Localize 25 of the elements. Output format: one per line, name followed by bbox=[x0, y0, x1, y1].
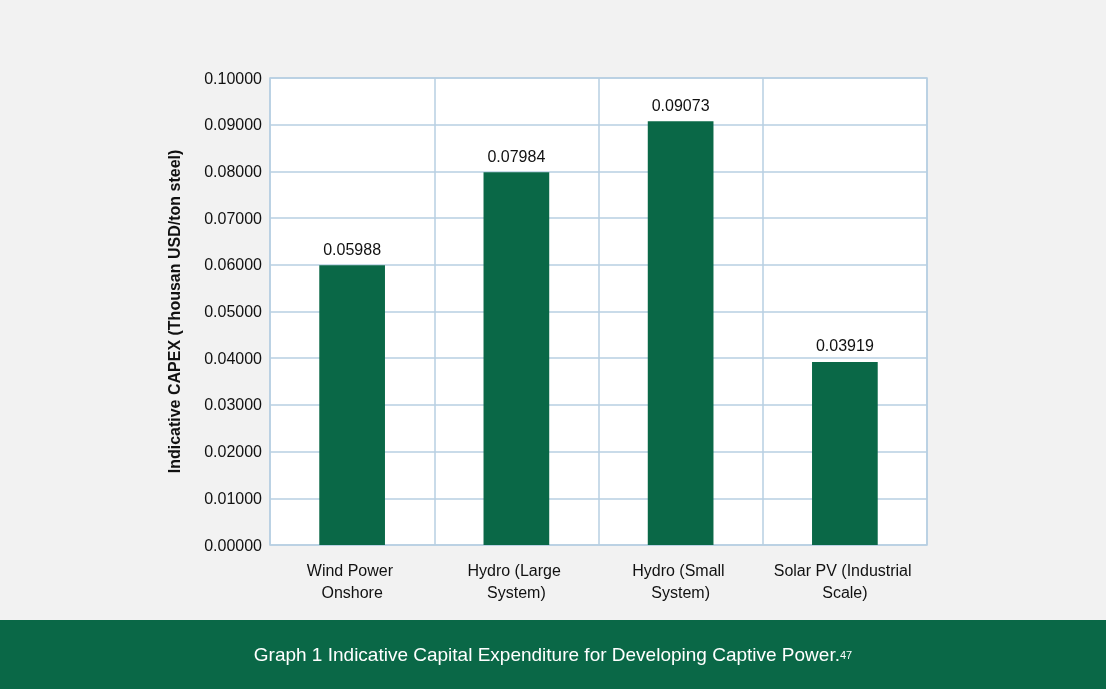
y-tick-label: 0.00000 bbox=[204, 536, 263, 554]
y-axis-title: Indicative CAPEX (Thousan USD/ton steel) bbox=[165, 149, 183, 474]
x-tick-label: Hydro (Small System) bbox=[632, 561, 730, 601]
bar bbox=[647, 121, 714, 545]
y-tick-label: 0.08000 bbox=[204, 162, 263, 180]
x-tick-label: Hydro (Large System) bbox=[467, 561, 566, 601]
y-tick-label: 0.09000 bbox=[204, 116, 263, 134]
y-tick-label: 0.04000 bbox=[204, 349, 263, 367]
y-tick-label: 0.07000 bbox=[204, 209, 263, 227]
y-tick-label: 0.10000 bbox=[204, 69, 263, 87]
y-tick-label: 0.06000 bbox=[204, 256, 263, 274]
x-tick-label: Wind Power Onshore bbox=[306, 561, 398, 601]
data-label: 0.05988 bbox=[323, 240, 382, 258]
y-tick-label: 0.03000 bbox=[204, 396, 263, 414]
data-label: 0.09073 bbox=[651, 96, 710, 114]
y-tick-label: 0.05000 bbox=[204, 303, 263, 320]
data-label: 0.07984 bbox=[487, 147, 546, 165]
x-tick-label: Solar PV (Industrial Scale) bbox=[773, 561, 917, 601]
y-tick-label: 0.02000 bbox=[204, 443, 263, 461]
bar bbox=[483, 172, 550, 545]
caption: Graph 1 Indicative Capital Expenditure for Developing Captive Power.$^{47}$ bbox=[0, 620, 1106, 689]
bar bbox=[319, 265, 385, 545]
bar bbox=[812, 361, 878, 545]
data-label: 0.03919 bbox=[815, 337, 874, 355]
y-tick-label: 0.01000 bbox=[204, 489, 263, 507]
